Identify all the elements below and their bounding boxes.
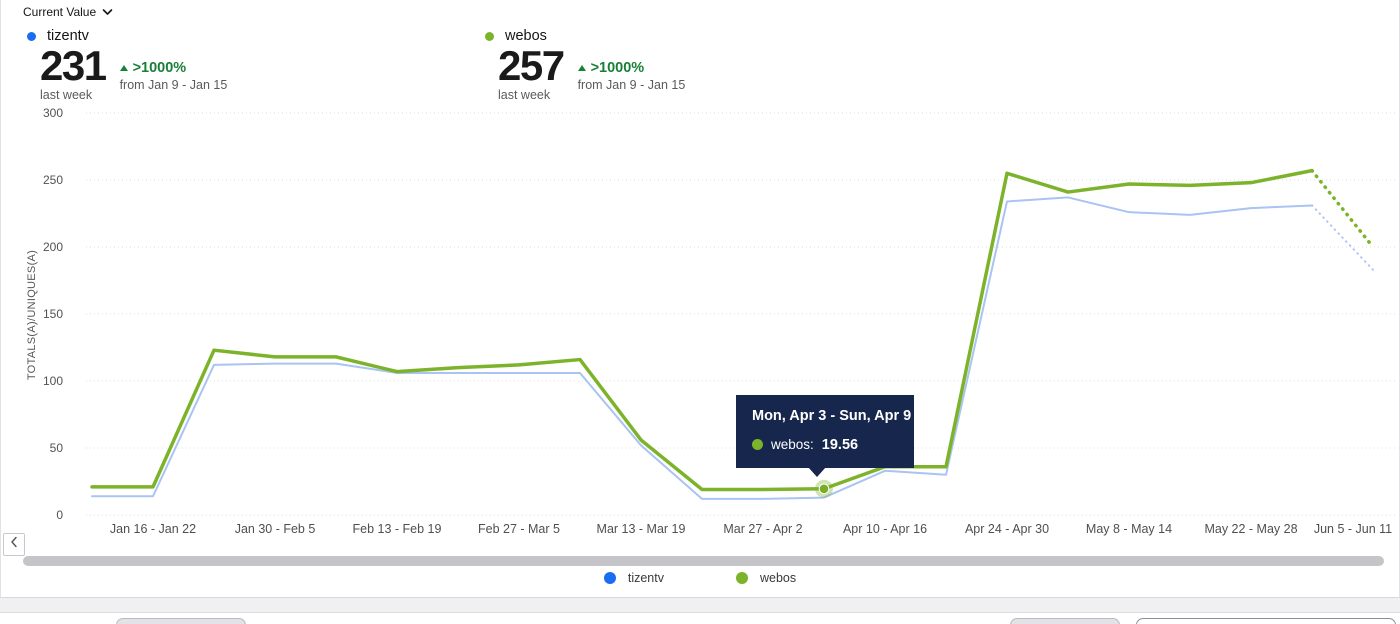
svg-text:50: 50 bbox=[50, 441, 64, 455]
tizentv-projected-line bbox=[1311, 204, 1374, 271]
svg-text:Jan 16 - Jan 22: Jan 16 - Jan 22 bbox=[110, 522, 196, 536]
series-current-value: 231 bbox=[40, 42, 107, 89]
y-axis-title: TOTALS(A)/UNIQUES(A) bbox=[26, 250, 38, 380]
tizentv-line bbox=[91, 196, 1313, 500]
next-section-partial bbox=[0, 612, 1400, 624]
svg-text:0: 0 bbox=[56, 508, 63, 522]
series-current-value: 257 bbox=[498, 42, 565, 89]
webos-legend-dot-icon bbox=[736, 572, 748, 584]
chart-legend: tizentv webos bbox=[1, 571, 1399, 585]
tooltip-series-dot-icon bbox=[752, 439, 763, 451]
metric-selector-dropdown[interactable]: Current Value bbox=[23, 5, 113, 19]
svg-text:250: 250 bbox=[43, 173, 63, 187]
series-change: >1000% bbox=[119, 60, 228, 76]
tizentv-legend-dot-icon bbox=[603, 572, 616, 584]
series-change-period: from Jan 9 - Jan 15 bbox=[577, 78, 686, 92]
svg-text:Mar 13 - Mar 19: Mar 13 - Mar 19 bbox=[597, 522, 686, 536]
chart-tooltip: Mon, Apr 3 - Sun, Apr 9 webos: 19.56 bbox=[736, 394, 914, 477]
chevron-down-icon bbox=[102, 8, 113, 16]
svg-text:Jan 30 - Feb 5: Jan 30 - Feb 5 bbox=[235, 522, 316, 536]
partial-button[interactable] bbox=[116, 618, 246, 624]
tooltip-series-label: webos: bbox=[771, 437, 814, 453]
triangle-up-icon bbox=[119, 65, 128, 71]
svg-text:300: 300 bbox=[43, 106, 63, 120]
svg-text:May 8 - May 14: May 8 - May 14 bbox=[1086, 522, 1172, 536]
series-header: webos bbox=[485, 28, 685, 44]
svg-text:May 22 - May 28: May 22 - May 28 bbox=[1204, 522, 1297, 536]
svg-text:Mar 27 - Apr 2: Mar 27 - Apr 2 bbox=[723, 522, 802, 536]
highlighted-point[interactable] bbox=[818, 483, 830, 495]
tizentv-color-dot-icon bbox=[27, 31, 36, 41]
webos-projected-line bbox=[1310, 168, 1375, 249]
scroll-left-button[interactable] bbox=[3, 533, 25, 556]
series-summary-tizentv: tizentv 231 last week >1000% from Jan 9 … bbox=[27, 28, 227, 102]
legend-item-tizentv[interactable]: tizentv bbox=[603, 571, 664, 585]
legend-item-webos[interactable]: webos bbox=[736, 571, 796, 585]
metric-selector-label: Current Value bbox=[23, 5, 97, 19]
svg-text:Apr 10 - Apr 16: Apr 10 - Apr 16 bbox=[843, 522, 927, 536]
line-chart[interactable]: 0 50 100 150 200 250 300 TOTALS(A)/UNIQUES(A) Ja… bbox=[1, 100, 1400, 560]
series-change-period: from Jan 9 - Jan 15 bbox=[119, 78, 228, 92]
triangle-up-icon bbox=[577, 65, 586, 71]
series-name: tizentv bbox=[47, 28, 89, 44]
tooltip-date-range: Mon, Apr 3 - Sun, Apr 9 bbox=[752, 407, 912, 424]
partial-button[interactable] bbox=[1010, 618, 1120, 624]
svg-text:Feb 27 - Mar 5: Feb 27 - Mar 5 bbox=[478, 522, 560, 536]
series-header: tizentv bbox=[27, 28, 227, 44]
svg-text:150: 150 bbox=[43, 307, 63, 321]
series-change-value: >1000% bbox=[132, 60, 187, 76]
svg-text:Apr 24 - Apr 30: Apr 24 - Apr 30 bbox=[965, 522, 1049, 536]
legend-label: webos bbox=[760, 571, 797, 585]
horizontal-scrollbar-thumb[interactable] bbox=[23, 556, 1384, 566]
series-value-caption: last week bbox=[498, 88, 551, 102]
svg-text:200: 200 bbox=[43, 240, 63, 254]
series-name: webos bbox=[505, 28, 547, 44]
tooltip-series-value: 19.56 bbox=[821, 436, 859, 453]
series-value-caption: last week bbox=[40, 88, 93, 102]
svg-text:100: 100 bbox=[43, 374, 63, 388]
svg-text:Feb 13 - Feb 19: Feb 13 - Feb 19 bbox=[353, 522, 442, 536]
chevron-left-icon bbox=[8, 535, 20, 554]
webos-line bbox=[90, 168, 1314, 492]
series-change-value: >1000% bbox=[590, 60, 645, 76]
webos-color-dot-icon bbox=[485, 31, 494, 41]
section-divider bbox=[0, 598, 1400, 612]
chart-card: Current Value tizentv 231 last week >100 bbox=[0, 0, 1400, 598]
series-change: >1000% bbox=[577, 60, 686, 76]
legend-label: tizentv bbox=[627, 571, 664, 585]
partial-input[interactable] bbox=[1136, 618, 1396, 624]
svg-text:Jun 5 - Jun 11: Jun 5 - Jun 11 bbox=[1314, 522, 1392, 536]
series-summary-webos: webos 257 last week >1000% from Jan 9 - … bbox=[485, 28, 685, 102]
